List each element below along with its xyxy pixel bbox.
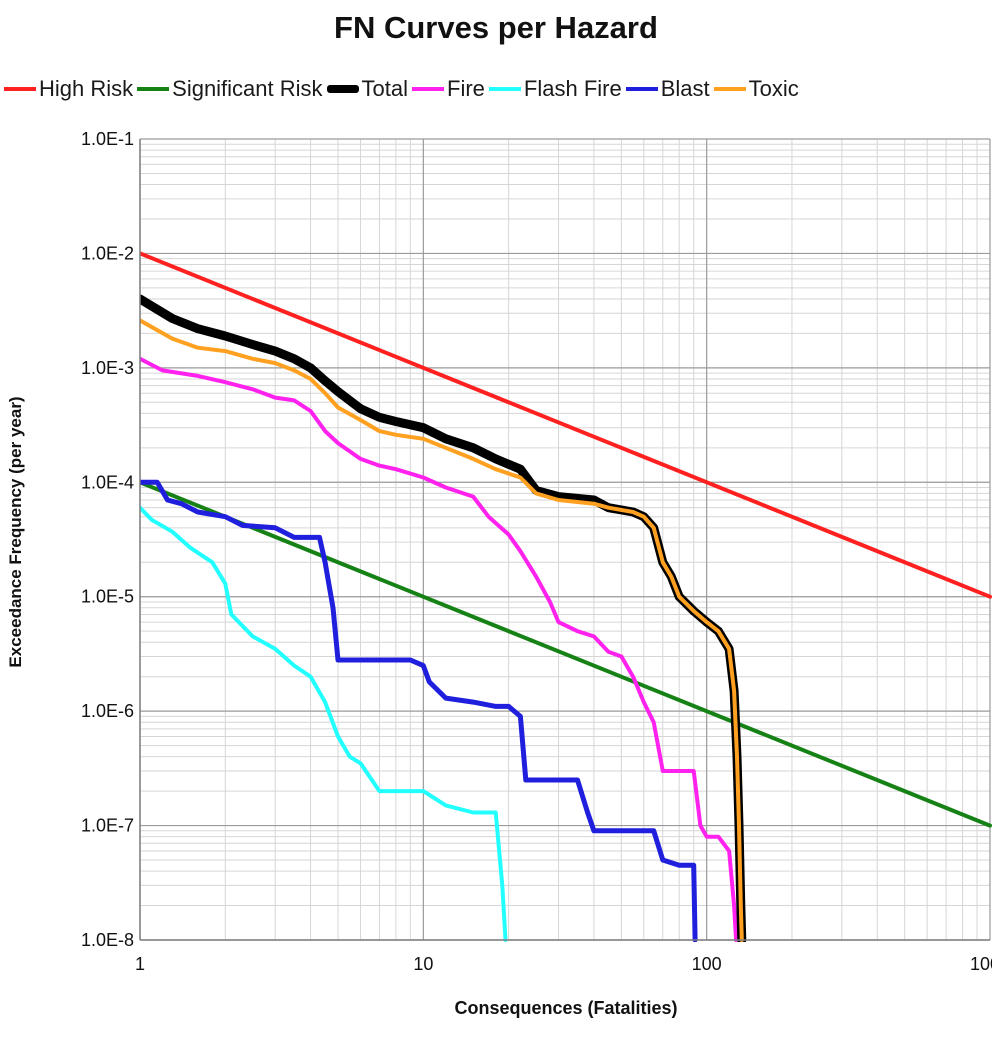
x-tick-label: 1000: [970, 954, 992, 974]
legend: High Risk Significant Risk Total Fire Flash …: [4, 74, 803, 104]
legend-swatch: [412, 87, 445, 91]
x-tick-label: 100: [692, 954, 722, 974]
legend-item: Toxic: [713, 76, 799, 102]
series-line-blast: [140, 479, 698, 942]
y-tick-label: 1.0E-5: [81, 587, 134, 607]
series-line-significant-risk: [140, 480, 992, 828]
y-tick-label: 1.0E-6: [81, 701, 134, 721]
series-line-flash-fire: [140, 505, 508, 942]
series-line-high-risk: [140, 251, 992, 599]
x-tick-label: 10: [413, 954, 433, 974]
legend-item: Fire: [412, 76, 485, 102]
x-tick-label: 1: [135, 954, 145, 974]
y-tick-label: 1.0E-7: [81, 816, 134, 836]
y-tick-label: 1.0E-2: [81, 243, 134, 263]
legend-label: High Risk: [39, 76, 134, 101]
series-line-fire: [140, 356, 739, 942]
legend-swatch: [326, 85, 359, 93]
x-axis-label: Consequences (Fatalities): [454, 998, 678, 1018]
legend-label: Total: [361, 76, 409, 101]
legend-swatch: [713, 87, 746, 91]
y-tick-label: 1.0E-1: [81, 129, 134, 149]
legend-item: Flash Fire: [488, 76, 622, 102]
series-line-toxic: [140, 318, 744, 942]
legend-item: Blast: [625, 76, 710, 102]
y-tick-label: 1.0E-4: [81, 472, 134, 492]
legend-swatch: [488, 87, 521, 91]
legend-label: Significant Risk: [172, 76, 323, 101]
legend-swatch: [4, 87, 36, 91]
legend-swatch: [137, 87, 170, 91]
legend-item: Total: [326, 76, 409, 102]
legend-item: Significant Risk: [137, 76, 323, 102]
legend-label: Flash Fire: [523, 76, 622, 101]
y-tick-label: 1.0E-3: [81, 358, 134, 378]
legend-item: High Risk: [4, 76, 133, 102]
chart-title: FN Curves per Hazard: [334, 10, 658, 45]
legend-swatch: [625, 87, 658, 91]
legend-label: Blast: [660, 76, 710, 101]
legend-label: Toxic: [748, 76, 799, 101]
legend-label: Fire: [447, 76, 485, 101]
y-tick-label: 1.0E-8: [81, 930, 134, 950]
